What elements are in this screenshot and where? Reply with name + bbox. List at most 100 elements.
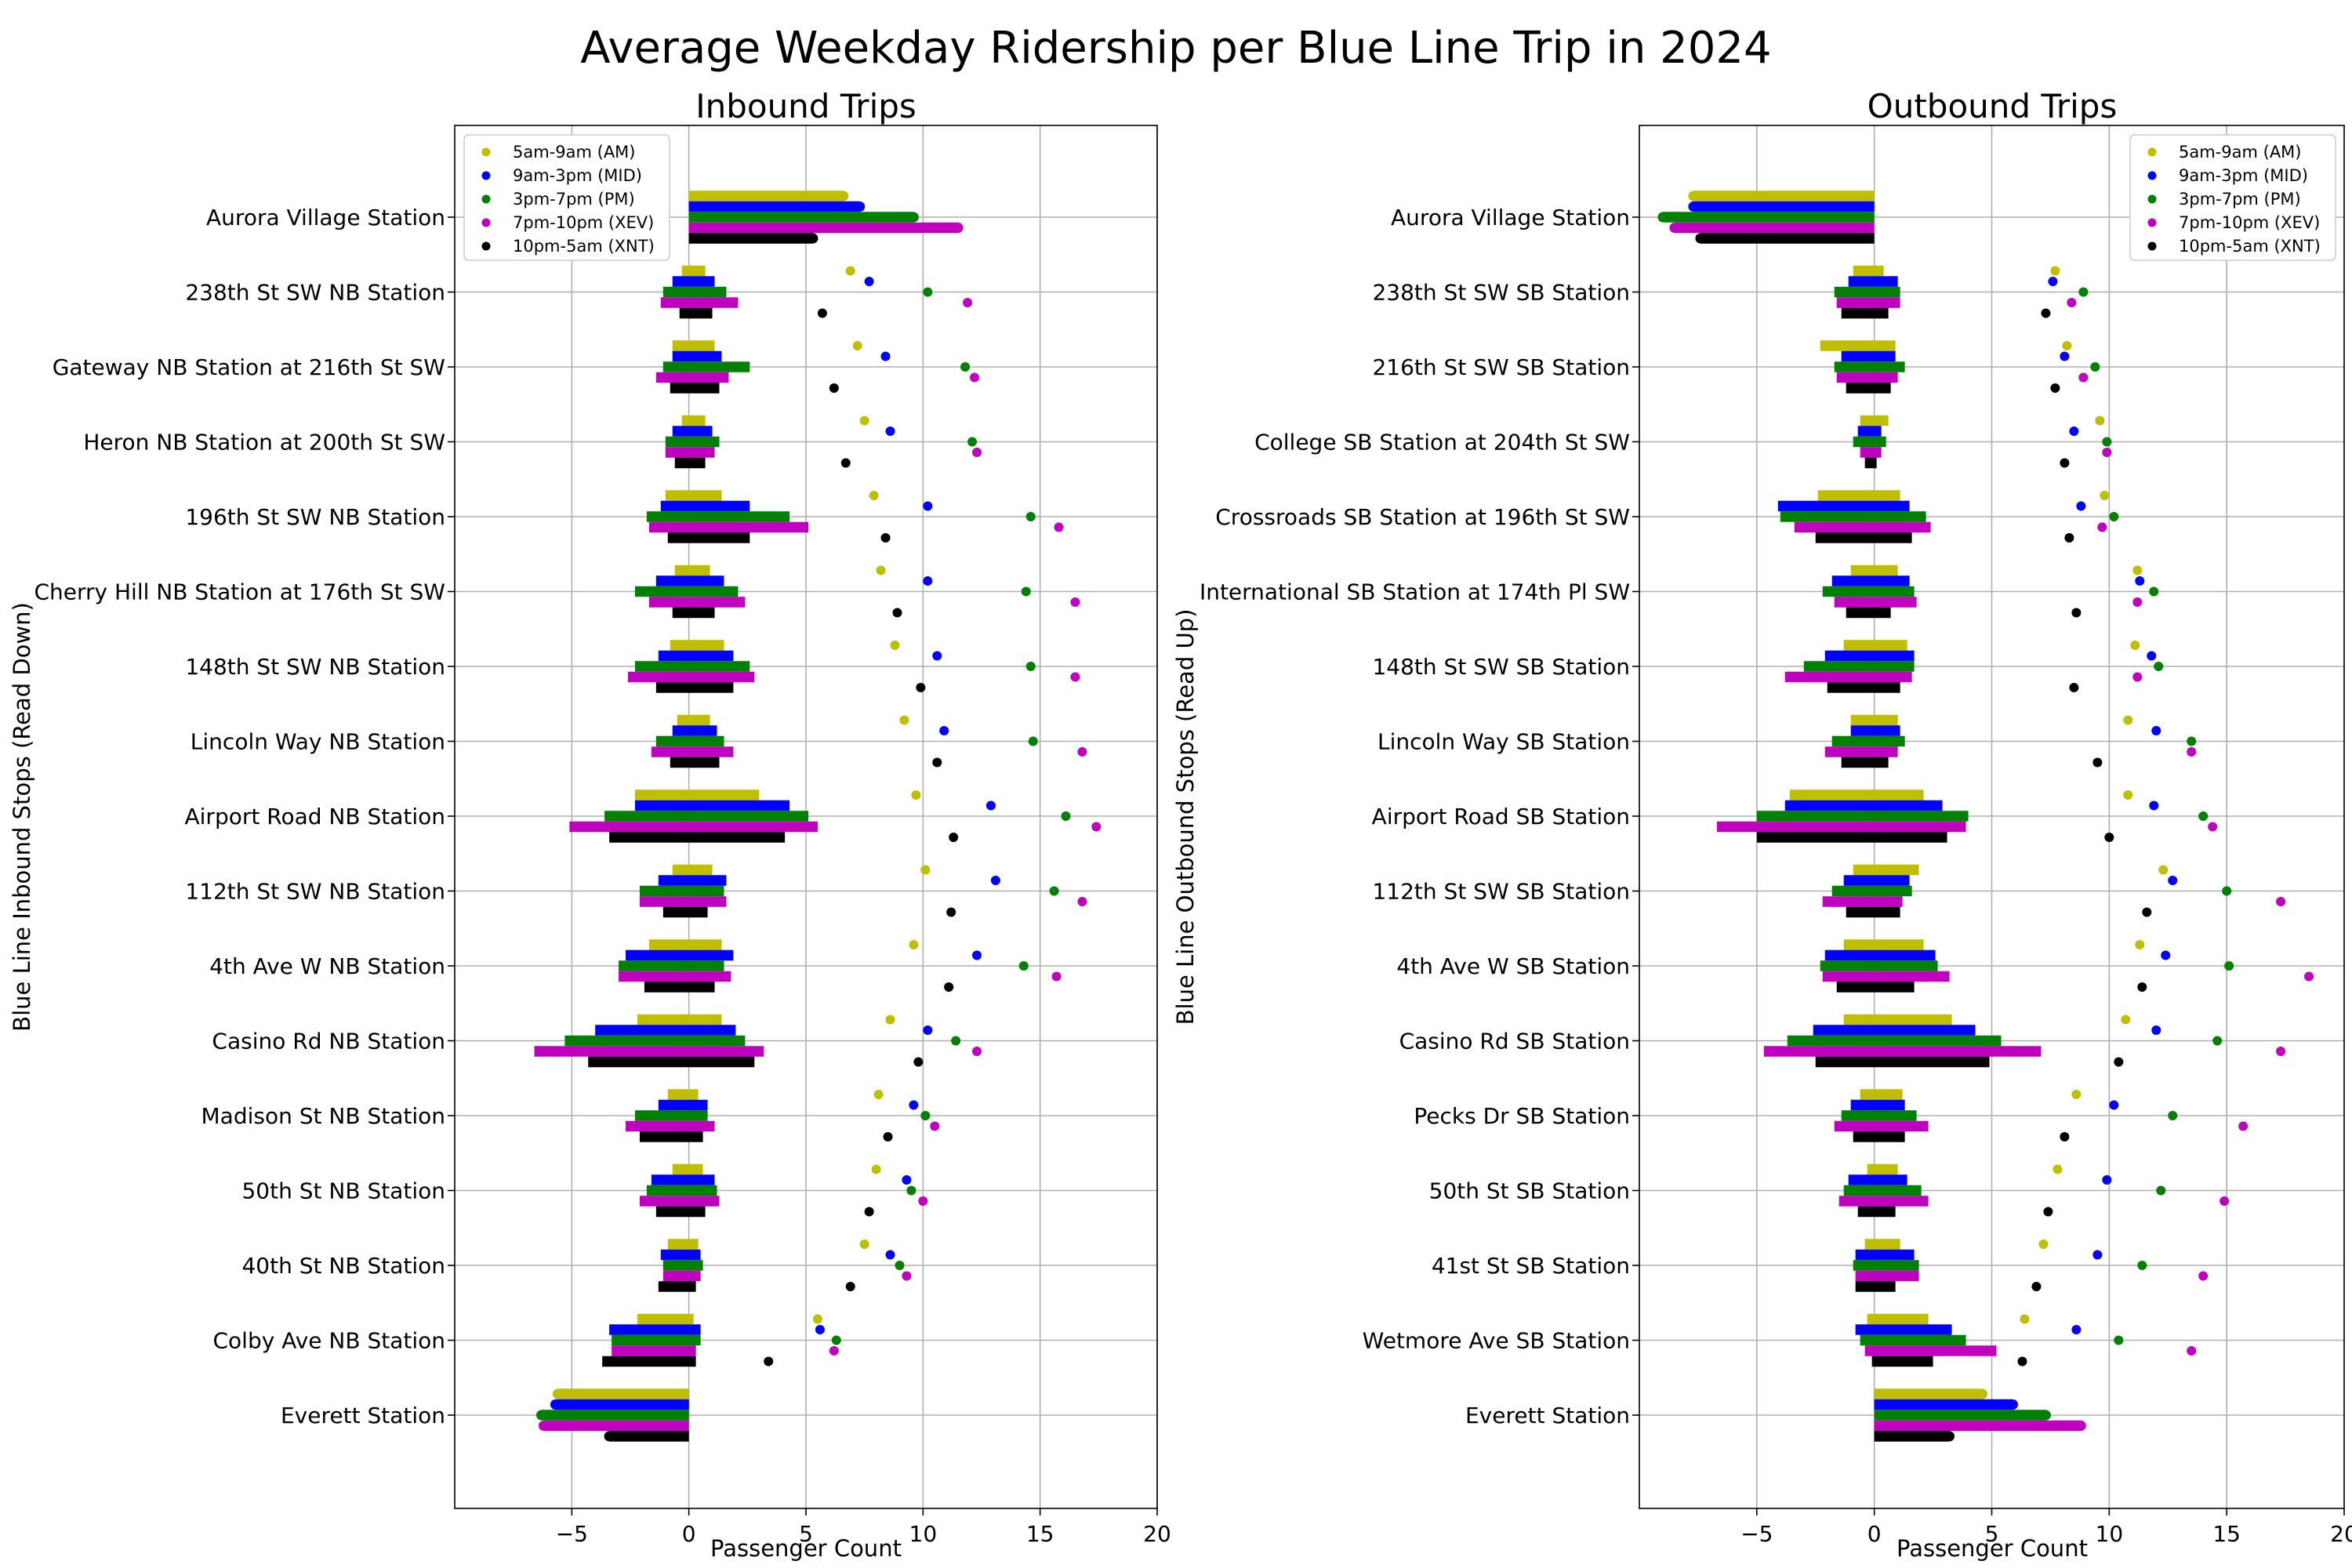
x-tick-label: 15: [2212, 1521, 2241, 1547]
dot-xev: [1070, 672, 1080, 682]
dot-mid: [939, 726, 949, 735]
dot-xnt: [2114, 1057, 2124, 1067]
bar-xnt: [662, 906, 708, 918]
category-label: College SB Station at 204th St SW: [1254, 430, 1630, 456]
bar-end-cap: [2040, 1410, 2051, 1421]
bar-mid: [634, 800, 790, 811]
bar-xev: [1822, 971, 1950, 982]
bar-mid: [672, 426, 713, 437]
dot-xnt: [840, 458, 851, 468]
category-label: 216th St SW SB Station: [1372, 354, 1630, 380]
dot-xnt: [2043, 1207, 2053, 1217]
dot-mid: [909, 1100, 919, 1110]
dot-mid: [864, 277, 874, 286]
dot-xev: [2132, 672, 2143, 682]
bar-xnt: [1853, 1131, 1905, 1142]
bar-xev: [1838, 1196, 1929, 1207]
bar-end-cap: [1688, 201, 1699, 212]
bar-mid: [1850, 725, 1900, 736]
category-label: 50th St SB Station: [1429, 1178, 1630, 1204]
bar-mid: [1855, 1324, 1952, 1335]
bar-xnt: [1855, 1281, 1896, 1292]
bar-am: [1850, 714, 1898, 726]
category-label: 238th St SW NB Station: [185, 280, 445, 306]
dot-xev: [2187, 1346, 2197, 1356]
dot-xnt: [2092, 757, 2103, 768]
bar-end-cap: [538, 1421, 549, 1431]
legend-marker: [481, 241, 491, 251]
dot-mid: [2168, 876, 2178, 885]
bar-am: [677, 714, 710, 726]
x-tick-label: 5: [799, 1521, 813, 1547]
bar-xnt: [1846, 607, 1891, 619]
bar-am: [1850, 564, 1898, 576]
bar-xnt: [1874, 1431, 1950, 1442]
legend-label: 5am-9am (AM): [513, 143, 636, 162]
bar-xnt: [1841, 307, 1889, 319]
bar-xnt: [1841, 757, 1889, 768]
category-label: Aurora Village Station: [1391, 205, 1630, 230]
bar-mid: [658, 875, 727, 886]
dot-xev: [2276, 1047, 2286, 1056]
category-label: 41st St SB Station: [1432, 1253, 1630, 1279]
bar-xev: [569, 821, 818, 833]
bar-xnt: [588, 1056, 755, 1068]
bar-am: [1789, 789, 1924, 800]
dot-am: [899, 715, 909, 725]
category-label: 148th St SW NB Station: [185, 654, 445, 680]
legend-marker: [481, 171, 491, 180]
dot-xnt: [883, 1132, 893, 1142]
bar-am: [1867, 1163, 1898, 1175]
bar-am: [1853, 265, 1884, 277]
bar-am: [648, 939, 722, 950]
dot-xnt: [764, 1356, 774, 1367]
bar-end-cap: [1944, 1431, 1955, 1442]
category-label: Colby Ave NB Station: [212, 1328, 445, 1354]
dot-am: [2020, 1314, 2030, 1324]
bar-xev: [639, 896, 727, 907]
bar-am: [1874, 1388, 1983, 1399]
dot-xev: [972, 1047, 982, 1056]
dot-am: [2123, 790, 2133, 800]
dot-am: [890, 641, 900, 650]
dot-xnt: [2060, 1132, 2070, 1142]
x-tick-label: 10: [909, 1521, 938, 1547]
bar-pm: [1787, 1035, 2002, 1047]
legend-label: 10pm-5am (XNT): [2179, 237, 2321, 256]
bar-end-cap: [1657, 212, 1668, 223]
bar-am: [1843, 939, 1924, 950]
bar-am: [1864, 1239, 1900, 1250]
bar-mid: [1850, 1099, 1905, 1111]
bar-am: [557, 1388, 689, 1399]
bar-mid: [651, 1174, 715, 1185]
bar-mid: [1784, 800, 1943, 811]
bar-am: [637, 1014, 722, 1025]
dot-xev: [2276, 897, 2286, 906]
dot-mid: [2069, 426, 2079, 436]
bar-xev: [1836, 297, 1900, 308]
bar-pm: [634, 586, 739, 597]
bar-am: [1867, 1313, 1929, 1325]
bar-mid: [672, 725, 717, 736]
outbound-y-axis-label: Blue Line Outbound Stops (Read Up): [1172, 609, 1199, 1025]
dot-am: [885, 1014, 895, 1025]
bar-xnt: [658, 1281, 696, 1292]
dot-xnt: [2069, 683, 2079, 692]
x-tick-label: −5: [556, 1521, 588, 1547]
bar-xev: [648, 521, 808, 533]
outbound-x-axis-label: Passenger Count: [1896, 1535, 2088, 1562]
bar-am: [665, 490, 722, 501]
dot-xev: [930, 1121, 940, 1131]
x-tick-label: 10: [2096, 1521, 2124, 1547]
bar-pm: [1860, 1334, 1966, 1346]
bar-pm: [1834, 286, 1900, 298]
dot-am: [2100, 491, 2110, 500]
bar-am: [634, 789, 760, 800]
dot-mid: [2071, 1325, 2082, 1334]
category-label: Madison St NB Station: [201, 1103, 446, 1129]
legend-marker: [2147, 171, 2157, 180]
dot-mid: [923, 1025, 933, 1035]
bar-xnt: [672, 607, 715, 619]
dot-xev: [1091, 822, 1102, 832]
dot-am: [911, 790, 921, 800]
